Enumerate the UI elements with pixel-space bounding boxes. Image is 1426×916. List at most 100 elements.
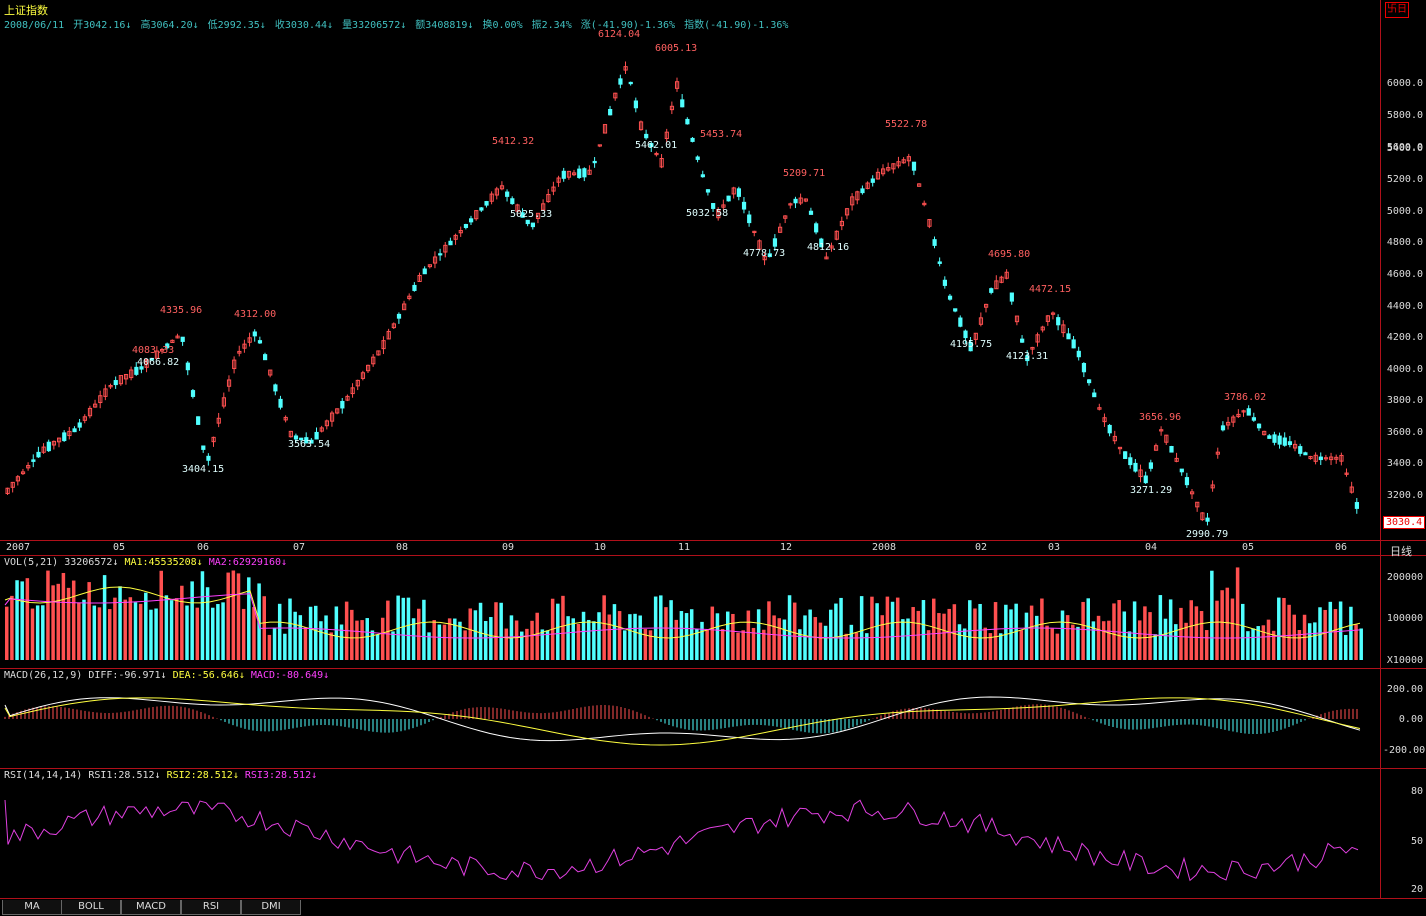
tab-rsi[interactable]: RSI [181,900,241,915]
candle-body [1030,346,1035,350]
candle-body [144,359,149,368]
volume-bar [710,606,715,660]
macd-tick: -200.00 [1383,745,1426,756]
quote-high: 高3064.20↓ [140,20,199,31]
candle-body [36,451,41,458]
candle-body [1143,475,1148,484]
candle-body [98,395,103,404]
candle-body [875,171,881,180]
volume-bar [195,607,200,660]
candle-body [566,170,572,178]
candle-body [309,439,314,444]
volume-bar [772,615,776,660]
volume-bar [360,620,364,660]
candle-body [1210,484,1215,489]
candle-body [649,143,654,148]
candle-body [572,172,577,176]
volume-bar [350,609,354,660]
candle-body [232,359,237,370]
volume-bar [1323,609,1327,660]
candle-body [505,191,510,197]
volume-bar [128,597,133,660]
volume-bar [865,633,869,660]
volume-bar [1081,601,1085,660]
candle-body [958,317,963,327]
candle-body [72,428,77,433]
volume-bar [834,603,838,660]
candle-body [628,81,633,85]
quote-amplitude: 振2.34% [531,20,572,31]
volume-bar [720,628,725,660]
candle-body [396,313,402,319]
candle-body [170,339,175,344]
volume-bar [612,604,617,660]
period-selector[interactable]: 日线 [1390,545,1412,558]
volume-bar [118,586,122,660]
low-label: 4812.16 [807,242,850,253]
volume-bar [10,595,14,660]
volume-bar [51,585,55,660]
volume-bar [108,609,112,660]
candle-body [67,430,72,437]
tab-boll[interactable]: BOLL [61,900,121,915]
candle-body [31,459,36,462]
tab-ma[interactable]: MA [2,900,62,915]
volume-bar [1138,620,1142,660]
candle-body [1128,457,1133,466]
candle-body [1298,446,1303,454]
volume-bar [324,615,328,660]
candle-body [407,295,412,300]
candle-body [808,210,814,215]
volume-bar [144,592,148,660]
month-tick: 06 [1335,542,1348,553]
volume-bar [236,573,241,660]
candle-body [371,356,376,365]
volume-bar [1029,605,1034,660]
price-tick: 4200.0 [1386,332,1423,343]
candle-body [1236,413,1241,418]
tab-macd[interactable]: MACD [121,900,181,915]
volume-bar [607,614,612,660]
volume-bar [92,605,97,660]
volume-bar [633,613,637,660]
rsi-line [4,799,1359,882]
candle-body [1148,462,1154,469]
volume-bar [1050,628,1054,660]
volume-bar [411,618,416,660]
volume-bar [298,615,303,660]
volume-bar [741,630,745,660]
volume-bar [895,597,900,660]
macd-tick: 200.00 [1386,684,1423,695]
volume-bar [478,602,483,660]
volume-bar [581,611,586,660]
volume-bar [731,613,735,660]
volume-bar [504,628,509,660]
candle-body [108,384,113,388]
candle-body [458,230,463,234]
month-tick: 2007 [6,542,31,553]
volume-bar [823,625,828,660]
volume-bar [473,610,478,660]
candle-body [608,109,613,116]
candle-body [891,163,896,170]
candle-body [850,196,855,206]
volume-bar [870,596,874,660]
candle-body [669,105,675,111]
volume-bar [20,581,24,660]
candle-body [412,284,417,291]
month-tick: 03 [1048,542,1061,553]
volume-bar [561,595,565,660]
tab-dmi[interactable]: DMI [241,900,301,915]
volume-bar [30,608,35,660]
price-tick: 4600.0 [1386,269,1423,280]
volume-bar [937,613,941,660]
volume-bar [190,581,194,660]
volume-bar [159,570,163,660]
volume-bar [674,619,678,660]
calendar-icon[interactable]: 卐日 [1385,2,1409,18]
candle-body [1123,451,1128,459]
candle-body [1318,456,1323,461]
volume-bar [56,583,60,660]
candle-body [5,487,10,495]
